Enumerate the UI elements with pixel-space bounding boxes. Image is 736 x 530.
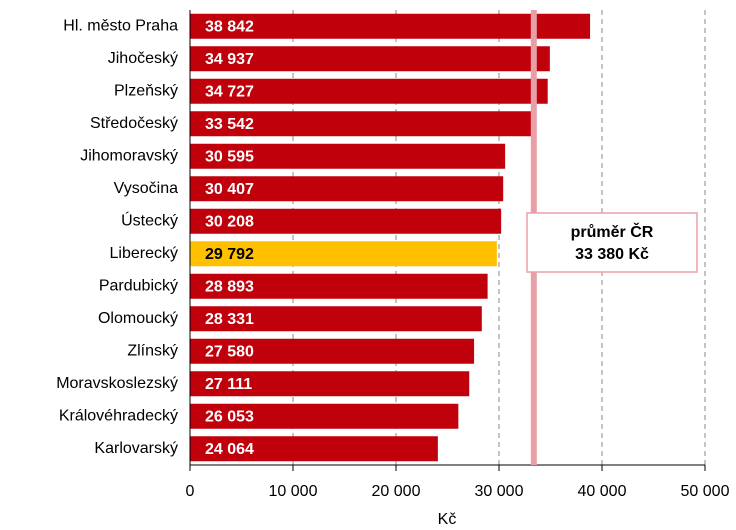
y-tick-label: Hl. město Praha	[63, 17, 178, 34]
bar	[190, 306, 482, 332]
bar	[190, 403, 459, 429]
y-tick-label: Královéhradecký	[59, 407, 178, 424]
x-tick-label: 40 000	[578, 483, 627, 500]
value-label: 27 580	[205, 343, 254, 360]
value-label: 30 208	[205, 213, 254, 230]
y-tick-label: Karlovarský	[94, 440, 178, 457]
annotation-label: průměr ČR	[571, 222, 654, 241]
value-label: 29 792	[205, 246, 254, 263]
x-axis-label: Kč	[438, 511, 457, 528]
x-tick-label: 0	[186, 483, 195, 500]
bar	[190, 338, 475, 364]
y-tick-label: Vysočina	[114, 180, 178, 197]
value-label: 24 064	[205, 441, 254, 458]
y-tick-label: Olomoucký	[98, 310, 178, 327]
bar	[190, 241, 497, 267]
annotation-box	[526, 212, 698, 273]
bar	[190, 273, 488, 299]
value-label: 28 331	[205, 311, 254, 328]
y-tick-label: Liberecký	[110, 245, 178, 262]
x-tick-label: 10 000	[269, 483, 318, 500]
x-tick-label: 20 000	[372, 483, 421, 500]
x-tick-label: 30 000	[475, 483, 524, 500]
bar	[190, 78, 548, 104]
bar	[190, 176, 504, 202]
value-label: 34 727	[205, 83, 254, 100]
y-tick-label: Ústecký	[121, 210, 178, 229]
value-label: 27 111	[205, 376, 252, 393]
annotation-value: 33 380 Kč	[575, 246, 649, 263]
bar	[190, 111, 536, 137]
y-tick-label: Jihomoravský	[80, 147, 178, 164]
value-label: 26 053	[205, 408, 254, 425]
value-label: 28 893	[205, 278, 254, 295]
bar	[190, 371, 470, 397]
y-tick-label: Zlínský	[127, 342, 178, 359]
bar	[190, 46, 550, 72]
bar	[190, 13, 591, 39]
y-tick-label: Pardubický	[99, 277, 178, 294]
x-tick-label: 50 000	[681, 483, 730, 500]
bar	[190, 208, 502, 234]
value-label: 30 595	[205, 148, 254, 165]
y-tick-label: Moravskoslezský	[56, 375, 178, 392]
value-label: 34 937	[205, 51, 254, 68]
y-tick-label: Plzeňský	[114, 82, 178, 99]
bar	[190, 143, 506, 169]
value-label: 38 842	[205, 18, 254, 35]
value-label: 30 407	[205, 181, 254, 198]
bar	[190, 436, 438, 462]
y-tick-label: Jihočeský	[108, 50, 178, 67]
value-label: 33 542	[205, 116, 254, 133]
y-tick-label: Středočeský	[90, 115, 178, 132]
